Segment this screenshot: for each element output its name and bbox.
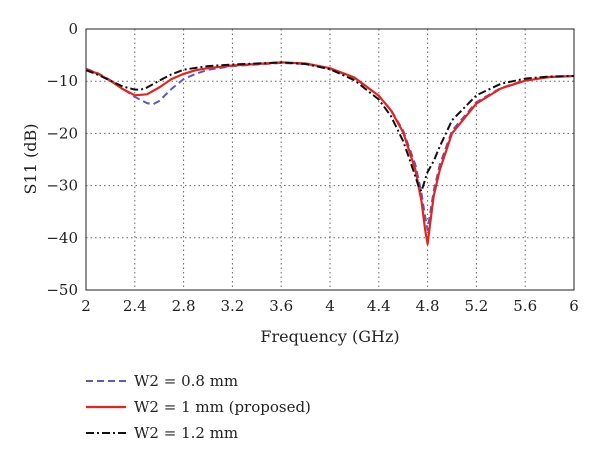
x-tick-label: 4 [325, 297, 335, 315]
x-tick-label: 2.4 [123, 297, 147, 315]
x-tick-label: 4.4 [367, 297, 391, 315]
y-tick-labels: 0 −10 −20 −30 −40 −50 [46, 20, 78, 299]
x-tick-label: 2.8 [172, 297, 196, 315]
y-tick-label: −30 [46, 177, 78, 195]
series-line-3 [85, 61, 575, 193]
y-tick-label: −40 [46, 229, 78, 247]
x-tick-label: 3.6 [269, 297, 293, 315]
legend: W2 = 0.8 mm W2 = 1 mm (proposed) W2 = 1.2 … [86, 372, 311, 442]
plot-frame [85, 28, 575, 291]
series-lines [85, 61, 575, 246]
legend-label-3: W2 = 1.2 mm [134, 424, 238, 442]
series-line-2 [85, 61, 575, 246]
x-tick-label: 4.8 [416, 297, 440, 315]
y-axis-label: S11 (dB) [21, 124, 40, 195]
y-tick-label: 0 [68, 20, 78, 38]
x-tick-label: 5.2 [464, 297, 488, 315]
y-tick-label: −20 [46, 124, 78, 142]
x-tick-label: 6 [569, 297, 579, 315]
legend-label-1: W2 = 0.8 mm [134, 372, 238, 390]
legend-label-2: W2 = 1 mm (proposed) [134, 398, 311, 416]
y-tick-label: −50 [46, 281, 78, 299]
x-tick-labels: 2 2.4 2.8 3.2 3.6 4 4.4 4.8 5.2 5.6 6 [81, 297, 579, 315]
x-tick-label: 3.2 [220, 297, 244, 315]
x-tick-label: 5.6 [513, 297, 537, 315]
y-tick-label: −10 [46, 72, 78, 90]
x-tick-label: 2 [81, 297, 91, 315]
x-axis-label: Frequency (GHz) [260, 327, 399, 346]
